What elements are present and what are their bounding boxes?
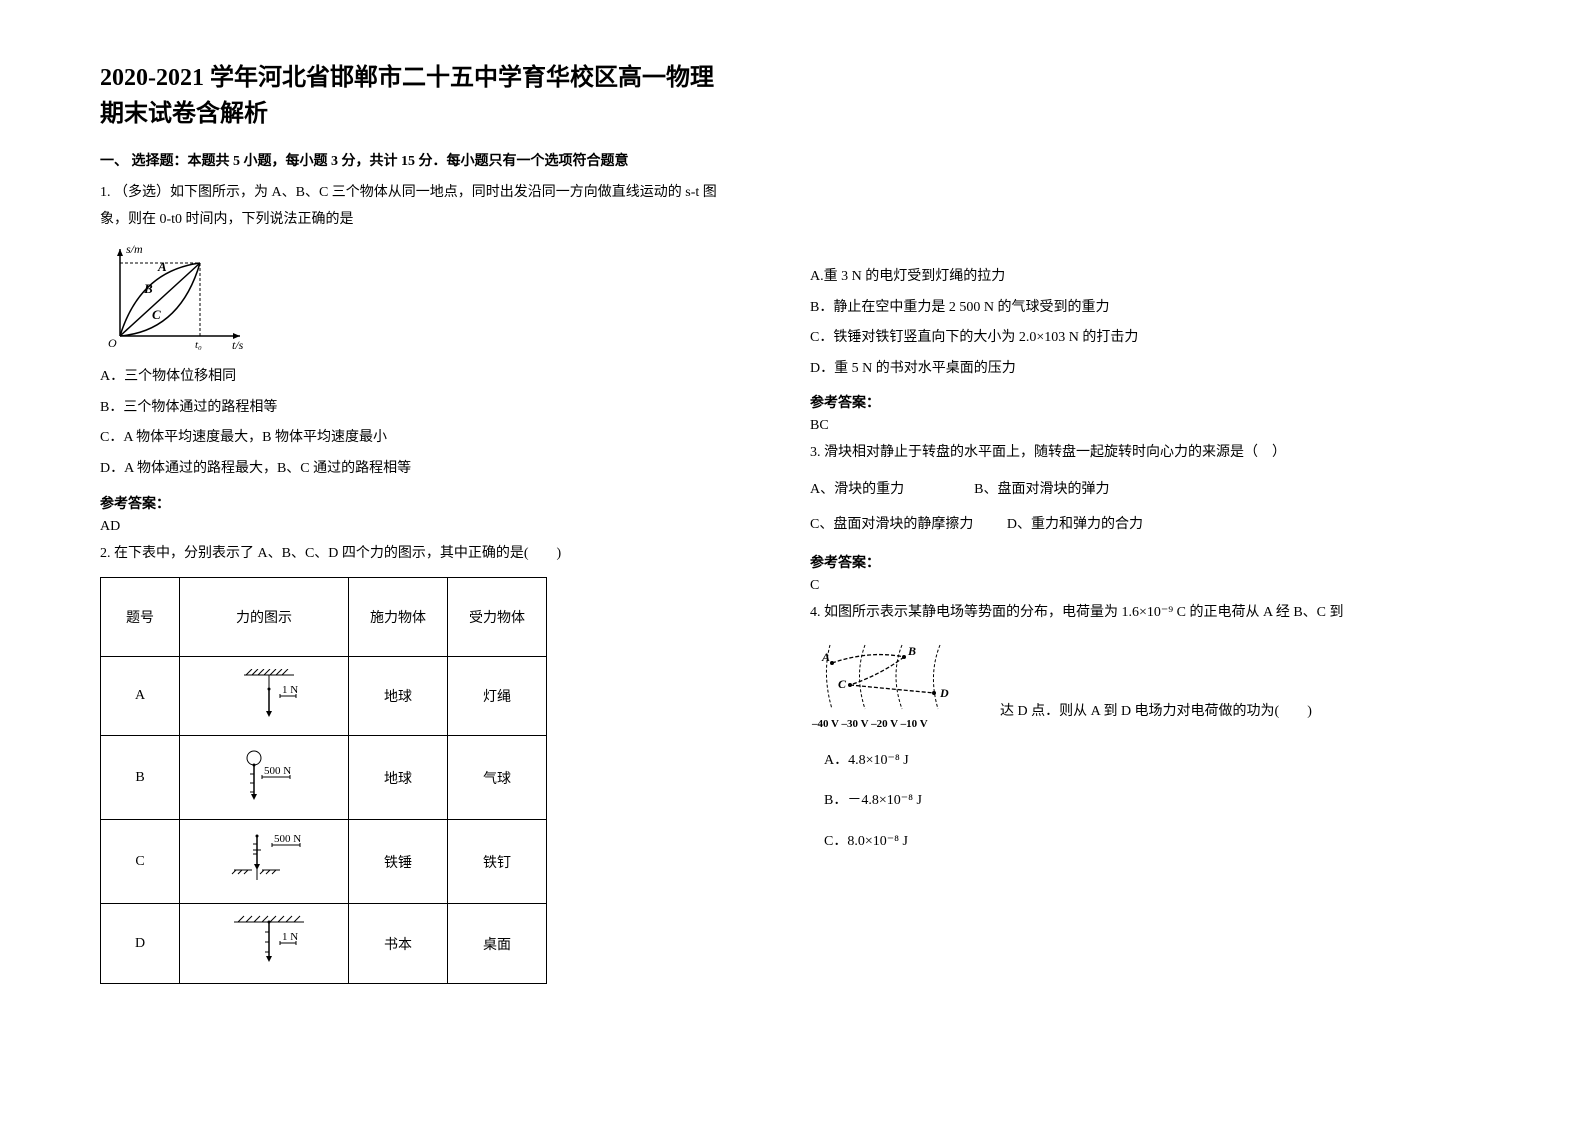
q4-opt-c: C．8.0×10⁻⁸ J: [824, 829, 1430, 856]
q3-opt-a: A、滑块的重力: [810, 477, 904, 504]
row-receiver: 气球: [448, 736, 547, 820]
q2-opt-c: C．铁锤对铁钉竖直向下的大小为 2.0×103 N 的打击力: [810, 325, 1430, 352]
q4-opt-b: B．－4.8×10⁻⁸ J: [824, 788, 1430, 815]
q2-ans-label: 参考答案：: [810, 392, 1430, 412]
q1-ans: AD: [100, 519, 720, 535]
svg-text:500 N: 500 N: [264, 765, 291, 777]
q2-opt-a: A.重 3 N 的电灯受到灯绳的拉力: [810, 264, 1430, 291]
svg-text:t/s: t/s: [232, 338, 244, 351]
q3-opt-c: C、盘面对滑块的静摩擦力: [810, 512, 973, 539]
q2-opt-b: B．静止在空中重力是 2 500 N 的气球受到的重力: [810, 295, 1430, 322]
row-applier: 铁锤: [349, 820, 448, 904]
table-row: B 500 N 地球: [101, 736, 547, 820]
q4-opt-a: A．4.8×10⁻⁸ J: [824, 748, 1430, 775]
row-receiver: 桌面: [448, 904, 547, 984]
svg-text:C: C: [152, 307, 161, 322]
row-applier: 书本: [349, 904, 448, 984]
q2-opt-d: D．重 5 N 的书对水平桌面的压力: [810, 356, 1430, 383]
q1-opt-a: A．三个物体位移相同: [100, 364, 720, 391]
svg-text:s/m: s/m: [126, 242, 143, 256]
q4-stem-rest: 达 D 点．则从 A 到 D 电场力对电荷做的功为( ): [1000, 699, 1312, 726]
q3-opt-d: D、重力和弹力的合力: [1007, 512, 1143, 539]
q1-opt-d: D．A 物体通过的路程最大，B、C 通过的路程相等: [100, 456, 720, 483]
q4-figure: A B C D –40 V –30 V –20 V –10 V: [810, 635, 980, 740]
force-diagram-a: 1 N: [180, 657, 349, 736]
th-id: 题号: [101, 578, 180, 657]
table-row: A: [101, 657, 547, 736]
svg-text:500 N: 500 N: [274, 833, 301, 845]
row-id: B: [101, 736, 180, 820]
row-receiver: 铁钉: [448, 820, 547, 904]
q2-ans: BC: [810, 418, 1430, 434]
row-id: C: [101, 820, 180, 904]
force-diagram-d: 1 N: [180, 904, 349, 984]
q1-stem: 1. （多选）如下图所示，为 A、B、C 三个物体从同一地点，同时出发沿同一方向…: [100, 180, 720, 233]
row-applier: 地球: [349, 657, 448, 736]
svg-text:A: A: [157, 259, 167, 274]
q1-opt-c: C．A 物体平均速度最大，B 物体平均速度最小: [100, 425, 720, 452]
svg-text:B: B: [143, 281, 153, 296]
q2-stem: 2. 在下表中，分别表示了 A、B、C、D 四个力的图示，其中正确的是( ): [100, 541, 720, 568]
q3-ans: C: [810, 578, 1430, 594]
svg-text:D: D: [939, 686, 949, 700]
row-applier: 地球: [349, 736, 448, 820]
svg-text:–40 V –30 V –20 V –10 V: –40 V –30 V –20 V –10 V: [811, 718, 928, 730]
q2-table: 题号 力的图示 施力物体 受力物体 A: [100, 577, 547, 984]
th-diagram: 力的图示: [180, 578, 349, 657]
q1-graph: s/m t/s O t₀ A B C: [100, 241, 720, 356]
row-id: A: [101, 657, 180, 736]
section-1-heading: 一、 选择题：本题共 5 小题，每小题 3 分，共计 15 分．每小题只有一个选…: [100, 150, 720, 170]
doc-title: 2020-2021 学年河北省邯郸市二十五中学育华校区高一物理期末试卷含解析: [100, 60, 720, 132]
q3-opt-b: B、盘面对滑块的弹力: [974, 477, 1109, 504]
q3-ans-label: 参考答案：: [810, 552, 1430, 572]
table-row: C: [101, 820, 547, 904]
table-row: D: [101, 904, 547, 984]
force-diagram-c: 500 N: [180, 820, 349, 904]
svg-text:O: O: [108, 336, 117, 350]
q4-stem: 4. 如图所示表示某静电场等势面的分布，电荷量为 1.6×10⁻⁹ C 的正电荷…: [810, 600, 1430, 627]
th-applier: 施力物体: [349, 578, 448, 657]
svg-text:B: B: [907, 644, 916, 658]
svg-text:t₀: t₀: [195, 339, 202, 351]
row-receiver: 灯绳: [448, 657, 547, 736]
q1-opt-b: B．三个物体通过的路程相等: [100, 395, 720, 422]
q3-stem: 3. 滑块相对静止于转盘的水平面上，随转盘一起旋转时向心力的来源是（ ）: [810, 440, 1430, 467]
th-receiver: 受力物体: [448, 578, 547, 657]
q1-ans-label: 参考答案：: [100, 493, 720, 513]
svg-text:A: A: [821, 650, 830, 664]
svg-text:C: C: [838, 677, 847, 691]
row-id: D: [101, 904, 180, 984]
force-diagram-b: 500 N: [180, 736, 349, 820]
